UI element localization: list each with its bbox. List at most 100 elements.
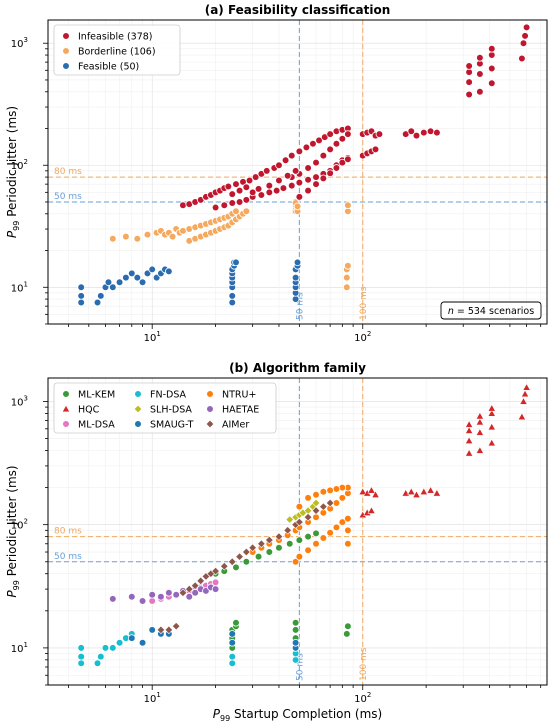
data-point [295,193,304,201]
data-point [235,552,244,561]
data-point [291,639,300,647]
data-point [312,490,320,499]
data-point [232,180,240,188]
data-point [293,202,302,211]
data-point [487,64,496,73]
data-point [115,278,124,287]
data-point [96,292,105,300]
legend-box [53,382,277,434]
x-axis-label: P99 Startup Completion (ms) [213,707,382,723]
chart-title: (b) Algorithm family [229,361,366,375]
data-point [228,630,237,638]
data-point [344,526,352,535]
data-point [283,171,292,180]
annotation-box [440,301,542,320]
legend-marker [62,47,70,55]
data-point [295,517,304,527]
data-point [127,592,136,601]
data-point [178,588,188,598]
data-point [521,32,529,40]
data-point [332,139,341,148]
data-point [148,626,156,634]
data-point [343,273,351,282]
reference-label: 100 ms [359,286,369,320]
data-point [319,487,328,496]
data-point [475,412,484,420]
data-point [412,490,421,498]
legend-label: ML-KEM [78,390,115,401]
legend-label: NTRU+ [222,390,256,401]
legend-marker [62,32,70,40]
data-point [295,502,304,511]
data-point [285,539,294,548]
legend-label: AIMer [222,420,249,431]
data-point [344,622,352,631]
data-point [358,487,367,495]
legend: ML-KEM HQC ML-DSA FN-DSA SLH-DSA SMAUG-T NTRU+… [53,382,277,434]
data-point [122,273,130,282]
data-point [77,659,85,668]
data-point [476,53,484,62]
data-point [275,176,283,185]
data-point [293,258,302,267]
data-point [291,656,300,664]
data-point [190,581,200,590]
legend-marker [62,420,70,428]
data-point [77,298,85,307]
data-point [179,227,187,235]
data-point [235,198,244,206]
data-point [304,164,312,172]
y-tick-label: 103 [11,394,28,408]
data-point [148,265,156,274]
data-point [522,383,531,391]
data-point [179,201,187,210]
data-point [304,532,312,541]
data-point [133,273,142,282]
data-point [228,639,237,647]
legend-label: HQC [78,405,100,416]
data-point [407,127,416,136]
data-point [295,552,304,561]
data-point [304,186,312,195]
data-point [93,659,102,668]
data-point [465,420,474,428]
data-point [367,486,376,494]
data-point [77,283,85,292]
data-point [275,543,283,552]
data-point [465,90,473,99]
data-point [148,597,156,605]
data-point [295,178,304,187]
legend-label: Feasible (50) [78,62,139,73]
data-point [101,644,110,652]
data-point [245,176,254,185]
data-point [487,79,496,88]
data-point [283,526,292,535]
data-point [148,590,156,599]
data-point [315,136,323,145]
data-point [138,639,147,647]
data-point [375,130,384,138]
legend-marker [206,390,214,398]
data-point [344,201,352,210]
data-point [291,273,300,282]
series-haetae [109,583,220,605]
data-point [133,234,142,243]
legend-marker [62,62,70,70]
data-point [232,563,240,572]
data-point [109,595,117,603]
data-point [476,70,484,78]
data-point [338,518,347,526]
data-point [344,261,352,270]
data-point [211,566,220,576]
data-point [291,557,300,566]
data-point [157,592,165,601]
x-tick-label: 102 [354,691,371,705]
data-point [295,536,304,544]
data-point [344,155,352,164]
legend-label: FN-DSA [150,390,187,401]
data-point [326,169,334,178]
data-point [487,409,496,417]
series-smaug-t [127,626,300,652]
y-axis-label: P99 Periodic Jitter (ms) [5,106,21,238]
data-point [172,590,180,599]
